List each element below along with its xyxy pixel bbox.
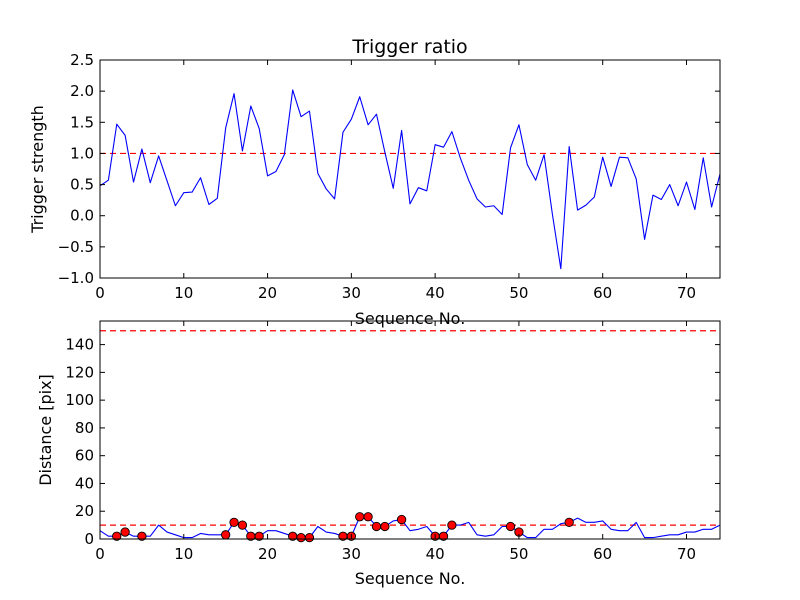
x-tick-label: 60 — [593, 284, 612, 302]
y-tick-label: 60 — [75, 447, 94, 465]
x-tick-label: 30 — [342, 545, 361, 563]
series-line — [99, 89, 721, 270]
x-tick-label: 0 — [95, 284, 105, 302]
x-tick-label: 60 — [593, 545, 612, 563]
y-axis-label: Trigger strength — [28, 105, 47, 234]
x-tick-label: 30 — [342, 284, 361, 302]
flagged-point — [363, 512, 373, 522]
y-tick-label: −0.5 — [58, 238, 94, 256]
x-tick-label: 70 — [677, 545, 696, 563]
x-tick-label: 20 — [258, 545, 277, 563]
flagged-point — [371, 521, 382, 532]
flagged-point — [229, 517, 239, 527]
distance-panel: Sequence No. Distance [pix] 0 10 20 30 40 50 6… — [36, 320, 721, 588]
y-tick-label: 120 — [65, 363, 94, 381]
y-tick-label: 2.0 — [70, 82, 94, 100]
y-tick-label: −1.0 — [58, 269, 94, 287]
flagged-point — [296, 532, 306, 543]
y-tick-label: 20 — [75, 502, 94, 520]
y-tick-label: 1.5 — [70, 113, 94, 131]
y-tick-label: 80 — [75, 419, 94, 437]
series-line — [99, 516, 721, 539]
x-tick-label: 10 — [174, 284, 193, 302]
x-tick-label: 0 — [95, 545, 105, 563]
flagged-point — [505, 521, 516, 532]
flagged-point — [120, 527, 130, 537]
flagged-point — [112, 531, 122, 541]
y-tick-label: 40 — [75, 474, 94, 492]
x-axis-label: Sequence No. — [355, 569, 466, 588]
flagged-point — [254, 531, 264, 541]
x-tick-label: 10 — [174, 545, 193, 563]
y-tick-label: 0 — [84, 530, 94, 548]
x-tick-label: 40 — [426, 545, 445, 563]
y-tick-label: 140 — [65, 336, 94, 354]
flagged-point — [304, 532, 315, 543]
x-tick-label: 50 — [509, 545, 528, 563]
flagged-point — [438, 531, 449, 541]
axes-frame — [99, 59, 721, 279]
x-tick-label: 20 — [258, 284, 277, 302]
trigger-ratio-panel: Trigger ratio Sequence No. Trigger stren… — [28, 36, 721, 328]
x-tick-label: 40 — [426, 284, 445, 302]
flagged-point — [137, 531, 147, 541]
y-tick-label: 0.0 — [70, 207, 94, 225]
x-axis-label: Sequence No. — [355, 309, 466, 328]
flagged-point — [237, 520, 248, 530]
y-tick-label: 100 — [65, 391, 94, 409]
y-tick-label: 2.5 — [70, 51, 94, 69]
flagged-point — [355, 512, 365, 522]
flagged-point — [221, 530, 231, 540]
flagged-point — [564, 517, 574, 527]
flagged-point — [380, 521, 390, 532]
flagged-point — [447, 520, 457, 530]
flagged-point — [396, 514, 407, 525]
x-tick-label: 70 — [677, 284, 696, 302]
y-tick-label: 1.0 — [70, 144, 94, 162]
axes-frame — [99, 320, 721, 540]
y-tick-label: 0.5 — [70, 176, 94, 194]
y-axis-label: Distance [pix] — [36, 374, 55, 486]
chart-title: Trigger ratio — [351, 36, 467, 58]
x-tick-label: 50 — [509, 284, 528, 302]
